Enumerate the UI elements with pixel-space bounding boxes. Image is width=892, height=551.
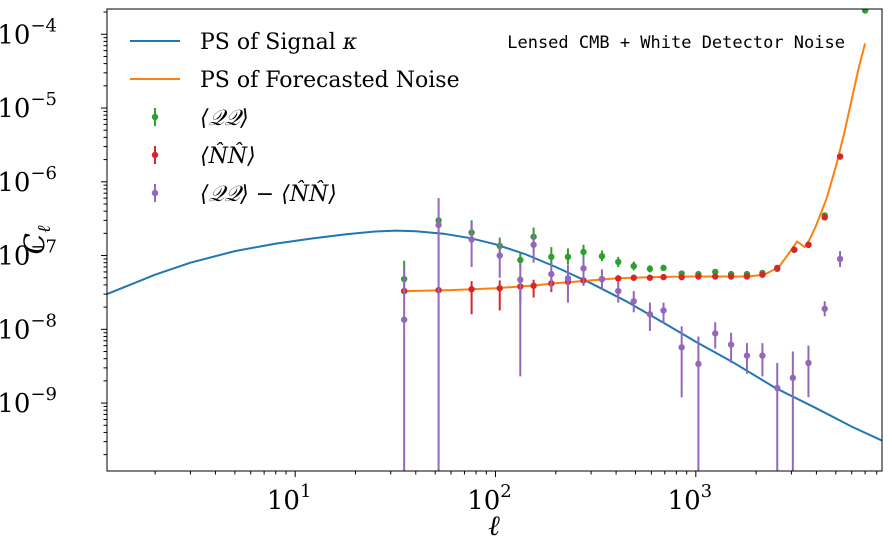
y-tick-exponent-3: −6 (30, 163, 57, 184)
data-point-2-14 (678, 344, 685, 351)
data-point-0-25 (861, 9, 869, 14)
data-point-0-10 (615, 258, 622, 266)
legend-point-marker-4 (151, 189, 159, 197)
y-tick-exponent-5: −4 (30, 15, 57, 36)
legend-label-math-4: ⟨𝒬𝒬⟩ − ⟨N̂N̂⟩ (200, 181, 337, 207)
data-point-2-23 (821, 305, 828, 312)
data-point-0-12 (646, 265, 654, 273)
legend-point-marker-3 (151, 151, 159, 159)
data-point-1-21 (791, 246, 798, 253)
legend-label-4: ⟨𝒬𝒬⟩ − ⟨N̂N̂⟩ (200, 181, 337, 207)
data-point-2-6 (548, 270, 555, 278)
data-point-1-20 (774, 264, 781, 272)
plot-annotation: Lensed CMB + White Detector Noise (507, 33, 845, 53)
data-point-1-11 (630, 274, 637, 281)
y-tick-exponent-0: −9 (30, 384, 57, 405)
legend-label-1: PS of Forecasted Noise (200, 68, 460, 93)
data-point-0-16 (712, 268, 719, 276)
data-point-2-22 (805, 359, 812, 367)
data-point-1-10 (615, 275, 622, 282)
x-tick-exponent-1: 2 (500, 481, 511, 502)
data-point-1-12 (646, 274, 654, 281)
data-point-2-9 (598, 275, 606, 283)
legend: PS of Signal κ PS of Forecasted Noise ⟨𝒬𝒬⟩… (130, 30, 460, 207)
data-point-1-18 (743, 273, 751, 280)
data-point-2-10 (615, 287, 622, 295)
data-point-0-9 (598, 252, 606, 260)
data-point-2-2 (468, 236, 475, 243)
data-point-2-24 (836, 255, 844, 263)
data-point-1-15 (695, 273, 702, 280)
data-point-2-3 (496, 252, 503, 259)
data-point-1-22 (805, 241, 812, 248)
data-point-0-4 (517, 256, 524, 264)
legend-label-math-0: κ (342, 30, 358, 55)
y-tick-exponent-2: −7 (30, 237, 57, 258)
data-point-2-21 (789, 374, 797, 382)
data-point-1-23 (821, 214, 828, 221)
data-point-0-11 (630, 262, 637, 270)
legend-label-0: PS of Signal κ (200, 30, 358, 55)
data-point-2-16 (712, 330, 719, 337)
y-tick-exponent-4: −5 (30, 89, 57, 110)
y-tick-exponent-1: −8 (30, 310, 57, 331)
legend-label-text-1: PS of Forecasted Noise (200, 68, 460, 93)
data-point-1-19 (759, 271, 766, 278)
data-point-2-20 (774, 384, 781, 392)
legend-label-text-0: PS of Signal (200, 30, 343, 55)
data-point-2-7 (564, 275, 572, 282)
data-point-2-11 (630, 298, 637, 305)
x-tick-exponent-2: 3 (701, 481, 712, 502)
data-point-1-13 (660, 273, 667, 281)
data-point-1-24 (836, 153, 844, 160)
axes-frame (106, 8, 883, 472)
legend-label-math-2: ⟨𝒬𝒬⟩ (200, 106, 249, 131)
series-line-0 (107, 229, 882, 442)
data-point-2-5 (530, 241, 537, 248)
data-point-2-17 (727, 341, 735, 348)
y-axis-title-subscript: ℓ (34, 225, 55, 233)
x-tick-exponent-0: 1 (300, 481, 311, 502)
plot-content (107, 9, 882, 471)
data-point-1-17 (727, 273, 735, 280)
legend-point-marker-2 (151, 113, 159, 121)
data-point-0-8 (580, 248, 587, 256)
data-point-1-16 (712, 273, 719, 280)
legend-label-2: ⟨𝒬𝒬⟩ (200, 106, 249, 131)
data-point-1-14 (678, 273, 685, 281)
data-point-2-15 (695, 360, 702, 368)
data-point-2-4 (517, 276, 524, 283)
x-axis-title: ℓ (488, 509, 500, 542)
data-point-2-18 (743, 352, 751, 359)
data-point-2-13 (660, 307, 667, 314)
data-point-1-2 (468, 285, 475, 293)
data-point-2-0 (400, 316, 408, 323)
data-point-1-3 (496, 285, 503, 292)
legend-label-3: ⟨N̂N̂⟩ (200, 143, 256, 169)
plot-area (107, 9, 882, 471)
data-point-2-8 (580, 265, 587, 272)
data-point-2-19 (759, 352, 766, 359)
data-point-1-5 (530, 282, 537, 289)
data-point-0-7 (564, 253, 572, 261)
data-point-0-13 (660, 264, 667, 272)
data-point-2-1 (435, 221, 442, 229)
data-point-0-6 (548, 253, 555, 261)
legend-label-math-3: ⟨N̂N̂⟩ (200, 143, 256, 169)
data-point-2-12 (646, 311, 654, 318)
